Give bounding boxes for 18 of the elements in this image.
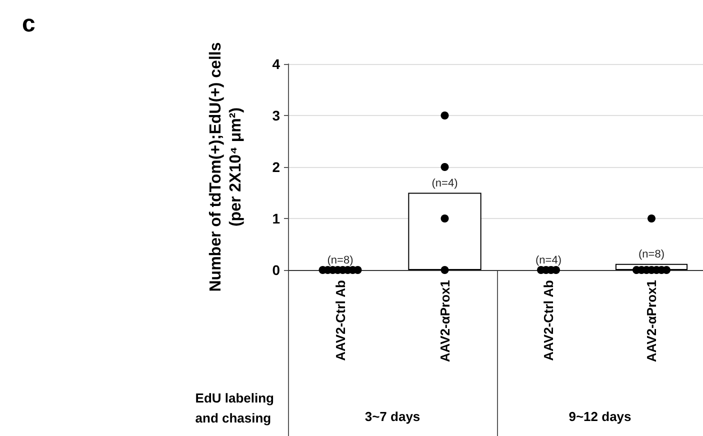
y-tick-label: 4 <box>272 56 280 72</box>
annotation: (n=8) <box>638 248 664 260</box>
annotation: (n=8) <box>327 254 354 266</box>
text: c <box>22 10 36 38</box>
y-tick-label: 0 <box>272 262 280 278</box>
x-tick-label: AAV2-Ctrl Ab <box>332 280 348 361</box>
annotation: (n=4) <box>536 254 562 266</box>
annotation: (n=4) <box>432 177 458 190</box>
x-axis-title: 3~7 days <box>364 409 420 424</box>
x-tick-label: AAV2-αProx1 <box>437 280 452 362</box>
x-tick-label: AAV2-Ctrl Ab <box>541 280 556 361</box>
x-axis-title: 9~12 days <box>568 409 632 424</box>
text: EdU labeling and chasing <box>195 390 274 426</box>
y-tick-label: 1 <box>272 210 280 226</box>
x-tick-label: AAV2-αProx1 <box>644 280 659 362</box>
y-tick-label: 3 <box>272 108 280 124</box>
y-axis-title: Number of tdTom(+);EdU(+) cells (per 2X10⁴ μm²) <box>208 42 244 292</box>
y-tick-label: 2 <box>272 159 280 175</box>
